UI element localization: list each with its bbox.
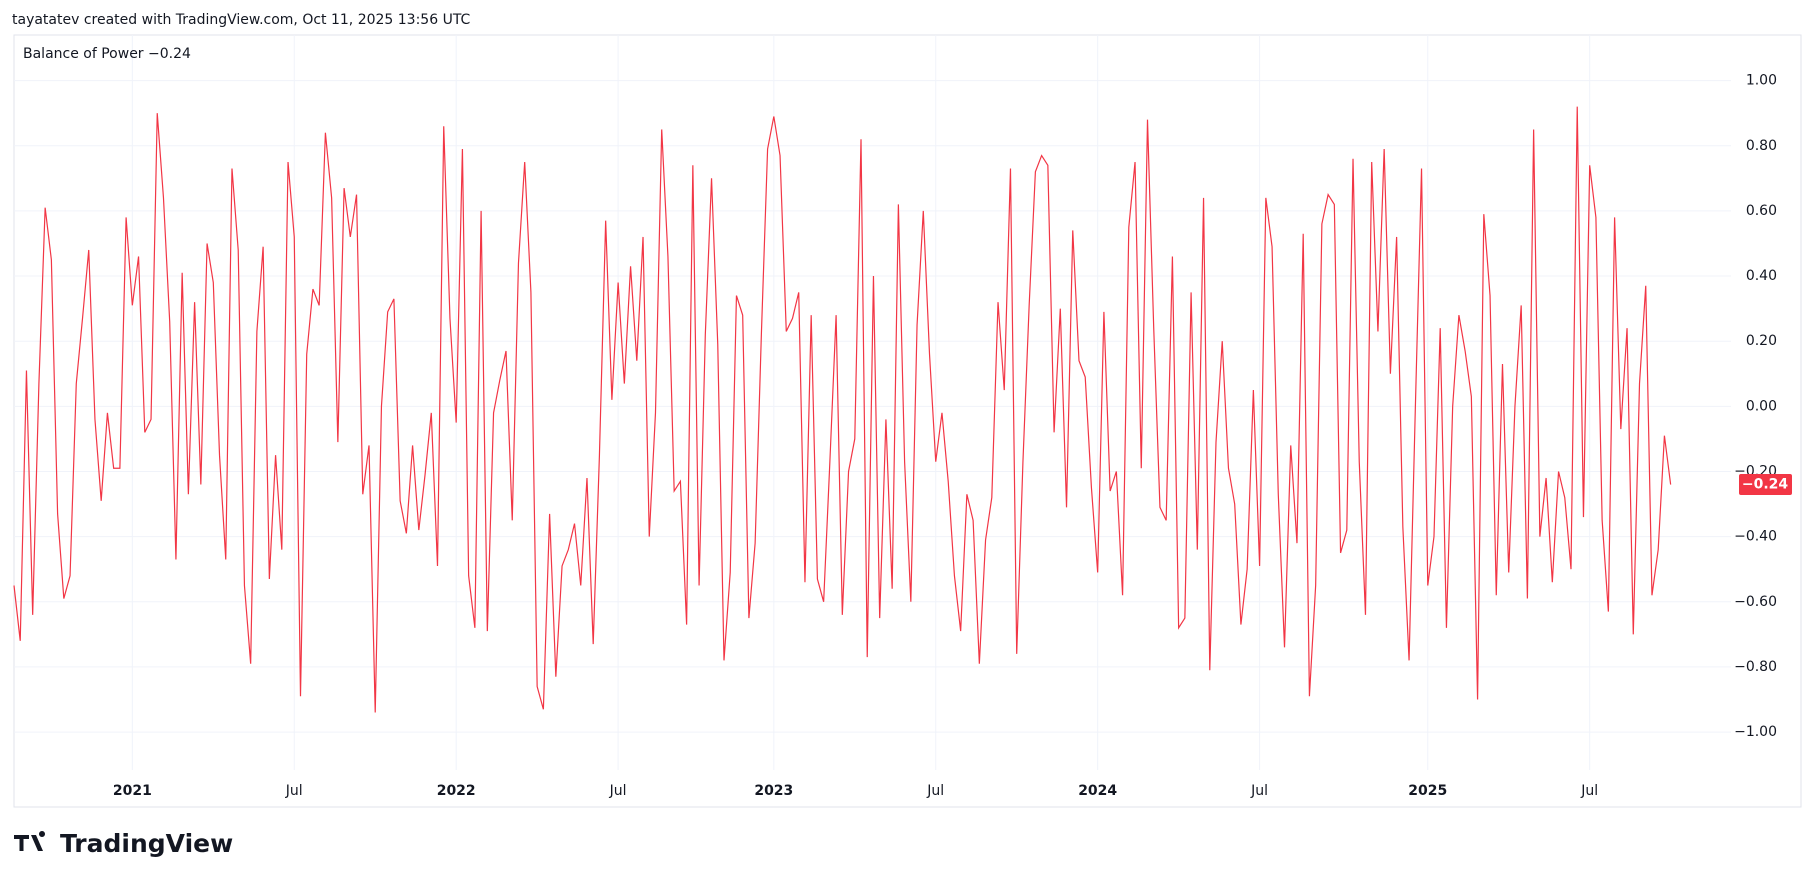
y-tick-label: 0.20 bbox=[1746, 333, 1777, 349]
x-tick-label: 2025 bbox=[1408, 783, 1447, 799]
legend-value: −0.24 bbox=[148, 46, 191, 62]
x-tick-label: 2021 bbox=[113, 783, 152, 799]
x-tick-label: Jul bbox=[1250, 783, 1268, 799]
y-tick-label: 0.40 bbox=[1746, 268, 1777, 284]
header: tayatatev created with TradingView.com, … bbox=[12, 12, 471, 28]
last-value-label: −0.24 bbox=[1742, 477, 1789, 493]
x-tick-label: Jul bbox=[926, 783, 944, 799]
x-tick-label: Jul bbox=[609, 783, 627, 799]
x-tick-label: 2023 bbox=[754, 783, 793, 799]
logo-text: TradingView bbox=[60, 829, 233, 858]
y-tick-label: −1.00 bbox=[1734, 724, 1777, 740]
x-tick-label: 2022 bbox=[437, 783, 476, 799]
x-tick-label: Jul bbox=[285, 783, 303, 799]
y-tick-label: −0.80 bbox=[1734, 659, 1777, 675]
grid bbox=[14, 35, 1731, 770]
x-tick-label: 2024 bbox=[1078, 783, 1117, 799]
pane-border bbox=[13, 34, 1802, 808]
y-tick-label: 1.00 bbox=[1746, 73, 1777, 89]
y-tick-label: 0.80 bbox=[1746, 138, 1777, 154]
last-value-tag bbox=[1739, 474, 1792, 496]
y-tick-label: 0.00 bbox=[1746, 398, 1777, 414]
y-tick-label: −0.40 bbox=[1734, 529, 1777, 545]
x-tick-label: Jul bbox=[1580, 783, 1598, 799]
y-tick-label: −0.60 bbox=[1734, 594, 1777, 610]
y-tick-label: 0.60 bbox=[1746, 203, 1777, 219]
logo-icon bbox=[14, 830, 46, 851]
plot bbox=[13, 106, 1672, 713]
series-line bbox=[13, 106, 1672, 713]
logo: TradingView bbox=[14, 829, 233, 858]
legend-name: Balance of Power bbox=[23, 46, 144, 62]
